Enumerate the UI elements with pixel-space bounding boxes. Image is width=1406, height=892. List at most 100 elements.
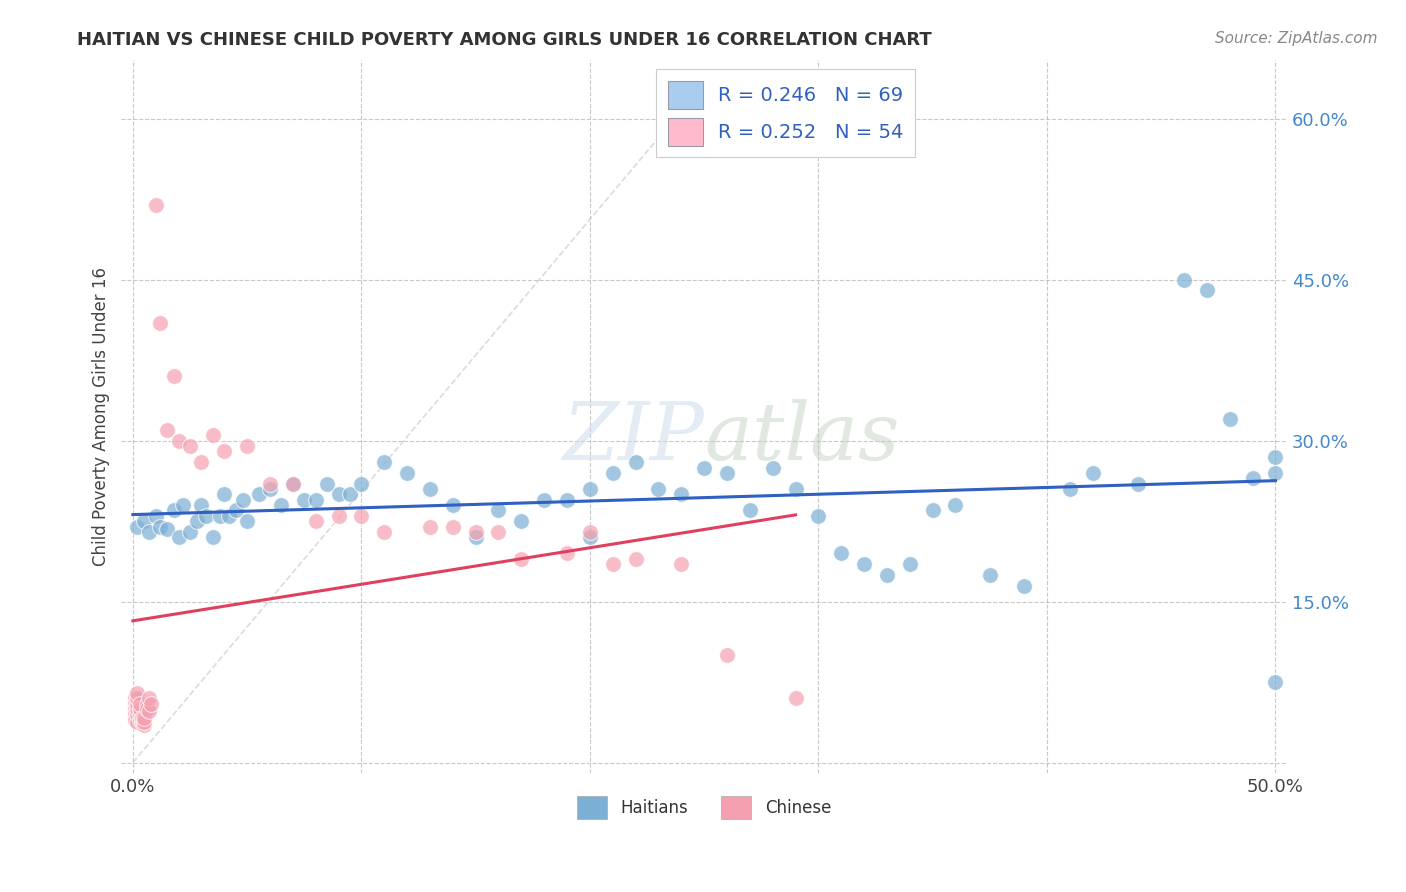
Chinese	[128, 697, 150, 711]
Chinese	[510, 551, 533, 566]
Haitians	[328, 487, 350, 501]
Haitians	[190, 498, 212, 512]
Haitians	[945, 498, 967, 512]
Haitians	[419, 482, 441, 496]
Haitians	[579, 482, 602, 496]
Haitians	[624, 455, 647, 469]
Chinese	[138, 691, 160, 706]
Haitians	[195, 508, 218, 523]
Chinese	[131, 714, 153, 729]
Chinese	[441, 519, 464, 533]
Haitians	[145, 508, 167, 523]
Chinese	[167, 434, 190, 448]
Haitians	[1219, 412, 1241, 426]
Haitians	[1264, 466, 1286, 480]
Chinese	[602, 557, 624, 571]
Chinese	[128, 713, 150, 727]
Chinese	[624, 551, 647, 566]
Haitians	[163, 503, 186, 517]
Haitians	[225, 503, 247, 517]
Chinese	[785, 691, 807, 706]
Haitians	[1059, 482, 1081, 496]
Haitians	[1241, 471, 1264, 485]
Haitians	[1195, 284, 1218, 298]
Chinese	[127, 691, 149, 706]
Haitians	[671, 487, 693, 501]
Chinese	[488, 524, 510, 539]
Haitians	[441, 498, 464, 512]
Haitians	[979, 567, 1001, 582]
Haitians	[281, 476, 304, 491]
Chinese	[190, 455, 212, 469]
Haitians	[602, 466, 624, 480]
Haitians	[236, 514, 259, 528]
Chinese	[135, 702, 157, 716]
Chinese	[134, 718, 156, 732]
Haitians	[647, 482, 669, 496]
Chinese	[281, 476, 304, 491]
Haitians	[373, 455, 395, 469]
Haitians	[807, 508, 830, 523]
Chinese	[259, 476, 281, 491]
Haitians	[167, 530, 190, 544]
Haitians	[693, 460, 716, 475]
Haitians	[218, 508, 240, 523]
Chinese	[127, 707, 149, 722]
Chinese	[214, 444, 236, 458]
Haitians	[127, 519, 149, 533]
Chinese	[179, 439, 201, 453]
Chinese	[236, 439, 259, 453]
Haitians	[1173, 273, 1195, 287]
Chinese	[124, 713, 146, 727]
Haitians	[138, 524, 160, 539]
Chinese	[373, 524, 395, 539]
Haitians	[830, 546, 852, 560]
Haitians	[853, 557, 876, 571]
Haitians	[292, 492, 315, 507]
Haitians	[270, 498, 292, 512]
Text: HAITIAN VS CHINESE CHILD POVERTY AMONG GIRLS UNDER 16 CORRELATION CHART: HAITIAN VS CHINESE CHILD POVERTY AMONG G…	[77, 31, 932, 49]
Haitians	[1012, 578, 1035, 592]
Haitians	[208, 508, 231, 523]
Haitians	[1264, 675, 1286, 690]
Chinese	[135, 697, 157, 711]
Haitians	[898, 557, 921, 571]
Haitians	[186, 514, 208, 528]
Chinese	[138, 704, 160, 718]
Chinese	[124, 702, 146, 716]
Chinese	[350, 508, 373, 523]
Haitians	[396, 466, 419, 480]
Legend: Haitians, Chinese: Haitians, Chinese	[571, 789, 838, 826]
Haitians	[214, 487, 236, 501]
Haitians	[762, 460, 785, 475]
Chinese	[328, 508, 350, 523]
Chinese	[127, 697, 149, 711]
Haitians	[172, 498, 194, 512]
Chinese	[201, 428, 224, 442]
Chinese	[131, 713, 153, 727]
Haitians	[156, 522, 179, 536]
Chinese	[141, 697, 163, 711]
Chinese	[163, 369, 186, 384]
Haitians	[1264, 450, 1286, 464]
Text: Source: ZipAtlas.com: Source: ZipAtlas.com	[1215, 31, 1378, 46]
Haitians	[555, 492, 578, 507]
Chinese	[464, 524, 486, 539]
Haitians	[921, 503, 943, 517]
Chinese	[124, 697, 146, 711]
Haitians	[134, 514, 156, 528]
Chinese	[149, 316, 172, 330]
Haitians	[738, 503, 761, 517]
Haitians	[305, 492, 328, 507]
Haitians	[316, 476, 339, 491]
Haitians	[785, 482, 807, 496]
Text: ZIP: ZIP	[562, 400, 704, 476]
Chinese	[305, 514, 328, 528]
Haitians	[350, 476, 373, 491]
Chinese	[134, 714, 156, 729]
Chinese	[124, 707, 146, 722]
Haitians	[716, 466, 738, 480]
Chinese	[156, 423, 179, 437]
Haitians	[488, 503, 510, 517]
Chinese	[127, 686, 149, 700]
